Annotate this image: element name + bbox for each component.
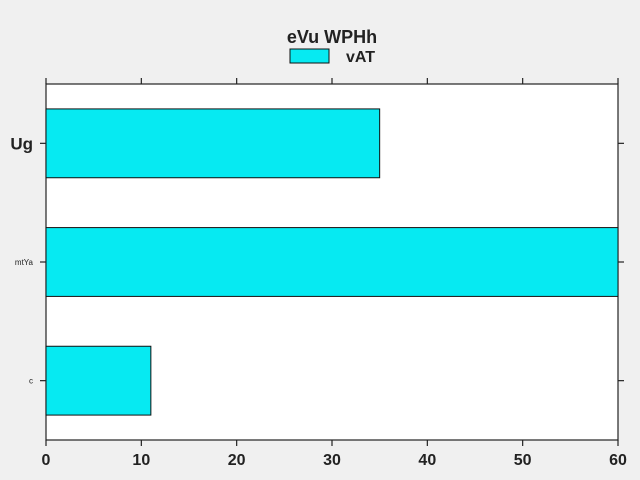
legend: vAT — [289, 48, 375, 66]
bars — [45, 108, 619, 416]
bar-ug — [45, 108, 381, 179]
x-tick-label: 60 — [609, 452, 627, 469]
x-axis: 0 10 20 30 40 50 60 — [42, 78, 627, 469]
x-tick-label: 50 — [514, 452, 532, 469]
x-tick-label: 40 — [418, 452, 436, 469]
y-axis: Ug mtYa c — [10, 134, 624, 386]
chart-title: eVu WPHh — [287, 27, 377, 47]
legend-label: vAT — [346, 49, 375, 66]
x-tick-label: 30 — [323, 452, 341, 469]
bar-mtya — [45, 227, 619, 297]
y-tick-label: c — [29, 377, 33, 386]
y-tick-label: Ug — [10, 134, 33, 153]
bar-c — [45, 345, 152, 416]
y-tick-label: mtYa — [15, 258, 34, 267]
legend-swatch — [289, 48, 330, 64]
x-tick-label: 20 — [228, 452, 246, 469]
x-tick-label: 10 — [132, 452, 150, 469]
x-tick-label: 0 — [42, 452, 51, 469]
